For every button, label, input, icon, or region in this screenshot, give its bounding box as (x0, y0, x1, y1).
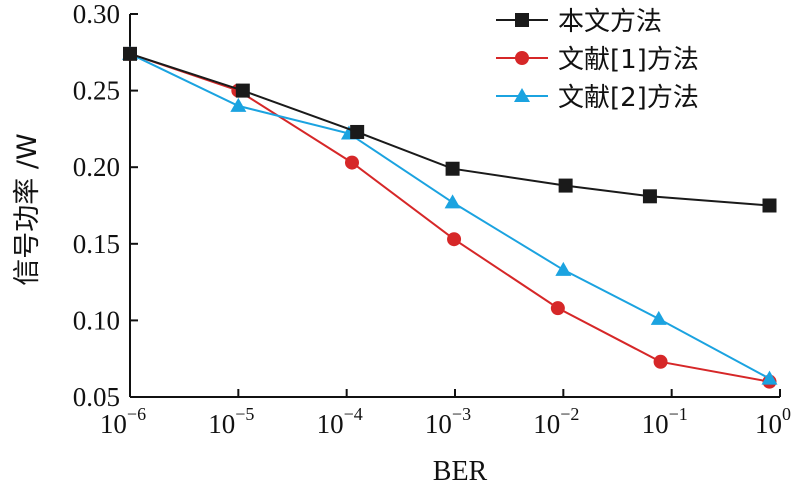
x-tick-exponent: −3 (452, 404, 471, 424)
data-point (653, 354, 668, 369)
x-tick-exponent: −6 (127, 404, 146, 424)
x-tick-label: 10−2 (533, 404, 579, 439)
legend-label: 文献[2]方法 (558, 83, 699, 113)
data-point (762, 198, 777, 213)
data-point (123, 46, 137, 61)
x-tick-exponent: −2 (560, 404, 579, 424)
data-point (350, 124, 365, 139)
data-point (550, 301, 565, 316)
legend-label: 本文方法 (558, 7, 662, 37)
legend-label: 文献[1]方法 (558, 45, 699, 75)
x-tick-label: 10−3 (425, 404, 471, 439)
x-tick-base: 10 (533, 409, 560, 439)
x-tick-base: 10 (755, 409, 782, 439)
data-point (642, 189, 657, 204)
y-axis-title: 信号功率 /W (12, 133, 43, 285)
series-1 (123, 46, 777, 213)
x-tick-base: 10 (425, 409, 452, 439)
y-tick-label: 0.30 (73, 0, 120, 29)
x-tick-base: 10 (642, 409, 669, 439)
data-point (445, 161, 460, 176)
legend-item: 本文方法 (496, 7, 662, 37)
x-tick-base: 10 (317, 409, 344, 439)
legend-marker (515, 51, 529, 65)
data-point (555, 261, 572, 276)
x-tick-label: 100 (755, 404, 791, 439)
data-point (447, 232, 462, 247)
legend-item: 文献[1]方法 (496, 45, 699, 75)
x-tick-label: 10−4 (317, 404, 363, 439)
legend-item: 文献[2]方法 (496, 83, 699, 113)
x-axis-title: BER (433, 456, 488, 487)
data-point (558, 178, 573, 193)
x-tick-base: 10 (208, 409, 235, 439)
x-tick-exponent: −4 (344, 404, 363, 424)
legend-marker (515, 13, 529, 27)
data-point (230, 97, 247, 112)
x-tick-exponent: −5 (235, 404, 254, 424)
y-tick-label: 0.05 (73, 382, 120, 412)
data-point (344, 155, 359, 170)
series-3 (122, 45, 778, 385)
series-line (129, 52, 770, 207)
x-tick-label: 10−1 (642, 404, 688, 439)
x-tick-exponent: −1 (669, 404, 688, 424)
y-tick-label: 0.20 (73, 152, 120, 182)
x-tick-label: 10−6 (100, 404, 146, 439)
data-point (761, 370, 778, 385)
x-tick-label: 10−5 (208, 404, 254, 439)
x-tick-exponent: 0 (782, 404, 791, 424)
y-tick-label: 0.15 (73, 229, 120, 259)
data-point (650, 310, 667, 325)
legend-marker (514, 88, 530, 102)
data-point (444, 194, 461, 209)
y-tick-label: 0.25 (73, 76, 120, 106)
data-point (235, 83, 250, 98)
x-tick-base: 10 (100, 409, 127, 439)
y-tick-label: 0.10 (73, 305, 120, 335)
series-layer (122, 45, 778, 389)
